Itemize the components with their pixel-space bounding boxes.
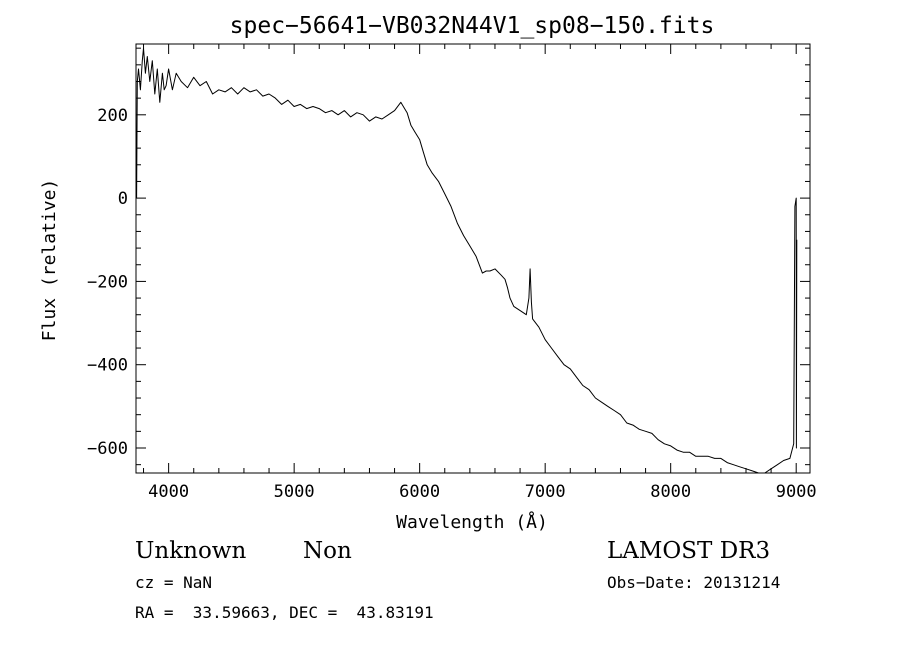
redshift-value: cz = NaN bbox=[135, 573, 213, 592]
tick-marks bbox=[136, 44, 810, 473]
y-tick-label: −400 bbox=[87, 356, 128, 376]
y-tick-labels: 200 0 −200 −400 −600 bbox=[87, 106, 128, 459]
y-tick-label: 0 bbox=[118, 189, 128, 209]
x-tick-label: 9000 bbox=[776, 482, 817, 502]
coordinates: RA = 33.59663, DEC = 43.83191 bbox=[135, 603, 434, 622]
obs-date: Obs−Date: 20131214 bbox=[607, 573, 781, 592]
object-class: Unknown bbox=[135, 538, 247, 564]
x-tick-label: 5000 bbox=[274, 482, 315, 502]
y-axis-label: Flux (relative) bbox=[39, 179, 60, 342]
y-tick-label: 200 bbox=[97, 106, 128, 126]
x-tick-label: 6000 bbox=[399, 482, 440, 502]
chart-title: spec−56641−VB032N44V1_sp08−150.fits bbox=[230, 13, 715, 39]
plot-frame bbox=[135, 43, 811, 474]
x-tick-labels: 4000 5000 6000 7000 8000 9000 bbox=[148, 482, 817, 502]
y-tick-label: −200 bbox=[87, 272, 128, 292]
flux-series-line bbox=[136, 47, 798, 474]
y-tick-label: −600 bbox=[87, 439, 128, 459]
x-axis-label: Wavelength (Å) bbox=[396, 511, 548, 533]
object-subclass: Non bbox=[303, 538, 352, 564]
x-tick-label: 7000 bbox=[525, 482, 566, 502]
x-tick-label: 4000 bbox=[148, 482, 189, 502]
survey-name: LAMOST DR3 bbox=[607, 538, 771, 564]
x-tick-label: 8000 bbox=[650, 482, 691, 502]
